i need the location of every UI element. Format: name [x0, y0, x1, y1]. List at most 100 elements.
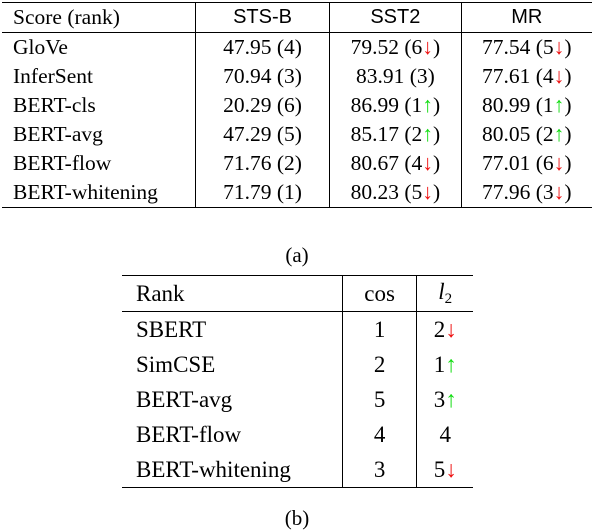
- score-cell: 79.52 (6↓): [329, 32, 462, 62]
- table-header-row: Score (rank) STS-B SST2 MR: [2, 2, 592, 33]
- score-value: 71.76 (2): [223, 151, 302, 175]
- score-cell: 77.01 (6↓): [461, 149, 592, 178]
- score-value: 71.79 (1): [223, 180, 302, 204]
- score-close: ): [564, 180, 572, 204]
- score-cell: 83.91 (3): [329, 62, 462, 91]
- score-cell: 47.29 (5): [195, 120, 331, 149]
- score-value: 70.94 (3): [223, 64, 302, 88]
- score-cell: 80.99 (1↑): [461, 91, 592, 120]
- arrow-down-icon: ↓: [553, 151, 565, 175]
- arrow-up-icon: ↑: [553, 93, 565, 117]
- l2-subscript: 2: [444, 291, 453, 307]
- score-value: 77.01 (6: [481, 151, 554, 175]
- score-cell: 80.05 (2↑): [461, 120, 592, 149]
- score-cell: 77.61 (4↓): [461, 62, 592, 91]
- rank-comparison-table: Rank cos l2 SBERT 1 2↓ SimCSE 2 1↑ BERT-avg 5 3↑…: [122, 275, 473, 488]
- score-value: 77.96 (3: [481, 180, 554, 204]
- arrow-down-icon: ↓: [445, 456, 457, 482]
- score-close: ): [564, 64, 572, 88]
- header-rank: Rank: [122, 275, 343, 312]
- score-cell: 71.76 (2): [195, 149, 331, 178]
- score-cell: 86.99 (1↑): [329, 91, 462, 120]
- table-row: SimCSE 2 1↑: [122, 347, 473, 382]
- arrow-down-icon: ↓: [422, 151, 433, 175]
- score-cell: 80.23 (5↓): [329, 178, 462, 208]
- header-l2: l2: [417, 276, 473, 312]
- score-value: 86.99 (1: [350, 93, 423, 117]
- arrow-up-icon: ↑: [445, 351, 457, 377]
- header-sst2: SST2: [329, 2, 462, 33]
- model-name-cell: InferSent: [2, 62, 196, 91]
- table-row: BERT-avg 5 3↑: [122, 382, 473, 417]
- table-row: SBERT 1 2↓: [122, 311, 473, 347]
- arrow-up-icon: ↑: [422, 93, 433, 117]
- model-name-cell: SBERT: [122, 311, 343, 347]
- score-cell: 77.96 (3↓): [461, 178, 592, 208]
- header-sts-b: STS-B: [195, 2, 331, 33]
- table-b-caption: (b): [284, 506, 310, 530]
- table-row: BERT-whitening 71.79 (1) 80.23 (5↓) 77.96 (…: [2, 178, 592, 208]
- score-value: 83.91 (3): [355, 64, 435, 88]
- table-a-caption: (a): [285, 243, 309, 267]
- l2-rank-value: 5: [433, 456, 446, 482]
- table-row: BERT-cls 20.29 (6) 86.99 (1↑) 80.99 (1↑): [2, 91, 592, 120]
- score-value: 80.05 (2: [481, 122, 554, 146]
- score-cell: 85.17 (2↑): [329, 120, 462, 149]
- model-name-cell: BERT-cls: [2, 91, 196, 120]
- score-value: 20.29 (6): [223, 93, 302, 117]
- arrow-up-icon: ↑: [422, 122, 433, 146]
- score-close: ): [432, 35, 441, 59]
- cos-rank-cell: 4: [342, 417, 418, 452]
- l2-rank-value: 1: [433, 351, 446, 377]
- l2-rank-value: 3: [433, 386, 446, 412]
- score-close: ): [564, 151, 572, 175]
- model-name-cell: BERT-flow: [2, 149, 196, 178]
- model-name-cell: BERT-avg: [2, 120, 196, 149]
- score-value: 79.52 (6: [350, 35, 423, 59]
- arrow-down-icon: ↓: [553, 180, 565, 204]
- score-value: 80.67 (4: [350, 151, 423, 175]
- l2-rank-cell: 4: [417, 417, 473, 452]
- arrow-up-icon: ↑: [445, 386, 457, 412]
- model-name-cell: BERT-whitening: [122, 452, 343, 488]
- table-row: BERT-flow 71.76 (2) 80.67 (4↓) 77.01 (6↓): [2, 149, 592, 178]
- model-name-cell: BERT-flow: [122, 417, 343, 452]
- model-name-cell: GloVe: [2, 32, 196, 62]
- score-value: 47.29 (5): [223, 122, 302, 146]
- cos-rank-cell: 1: [342, 311, 418, 347]
- score-cell: 47.95 (4): [195, 32, 331, 62]
- l2-rank-cell: 3↑: [417, 382, 473, 417]
- score-close: ): [564, 122, 572, 146]
- score-value: 47.95 (4): [223, 35, 302, 59]
- l2-rank-cell: 1↑: [417, 347, 473, 382]
- table-row: BERT-whitening 3 5↓: [122, 452, 473, 488]
- model-name-cell: BERT-whitening: [2, 178, 196, 208]
- l2-rank-value: 4: [439, 421, 451, 447]
- score-cell: 71.79 (1): [195, 178, 331, 208]
- score-value: 80.99 (1: [481, 93, 554, 117]
- table-row: BERT-flow 4 4: [122, 417, 473, 452]
- score-cell: 70.94 (3): [195, 62, 331, 91]
- score-value: 80.23 (5: [350, 180, 423, 204]
- arrow-down-icon: ↓: [553, 35, 565, 59]
- arrow-up-icon: ↑: [553, 122, 565, 146]
- score-value: 85.17 (2: [350, 122, 423, 146]
- table-row: InferSent 70.94 (3) 83.91 (3) 77.61 (4↓): [2, 62, 592, 91]
- header-mr: MR: [511, 6, 543, 28]
- score-rank-table: Score (rank) STS-B SST2 MR GloVe 47.95 (4…: [2, 2, 592, 208]
- arrow-down-icon: ↓: [422, 35, 433, 59]
- score-close: ): [432, 151, 441, 175]
- table-header-row: Rank cos l2: [122, 275, 473, 312]
- score-close: ): [432, 93, 441, 117]
- model-name-cell: SimCSE: [122, 347, 343, 382]
- arrow-down-icon: ↓: [553, 64, 565, 88]
- l2-base: l: [438, 279, 445, 304]
- arrow-down-icon: ↓: [445, 316, 457, 342]
- model-name-cell: BERT-avg: [122, 382, 343, 417]
- l2-rank-cell: 5↓: [417, 452, 473, 488]
- table-row: GloVe 47.95 (4) 79.52 (6↓) 77.54 (5↓): [2, 32, 592, 62]
- cos-rank-cell: 3: [342, 452, 418, 488]
- score-close: ): [564, 93, 572, 117]
- score-value: 77.61 (4: [481, 64, 554, 88]
- table-row: BERT-avg 47.29 (5) 85.17 (2↑) 80.05 (2↑): [2, 120, 592, 149]
